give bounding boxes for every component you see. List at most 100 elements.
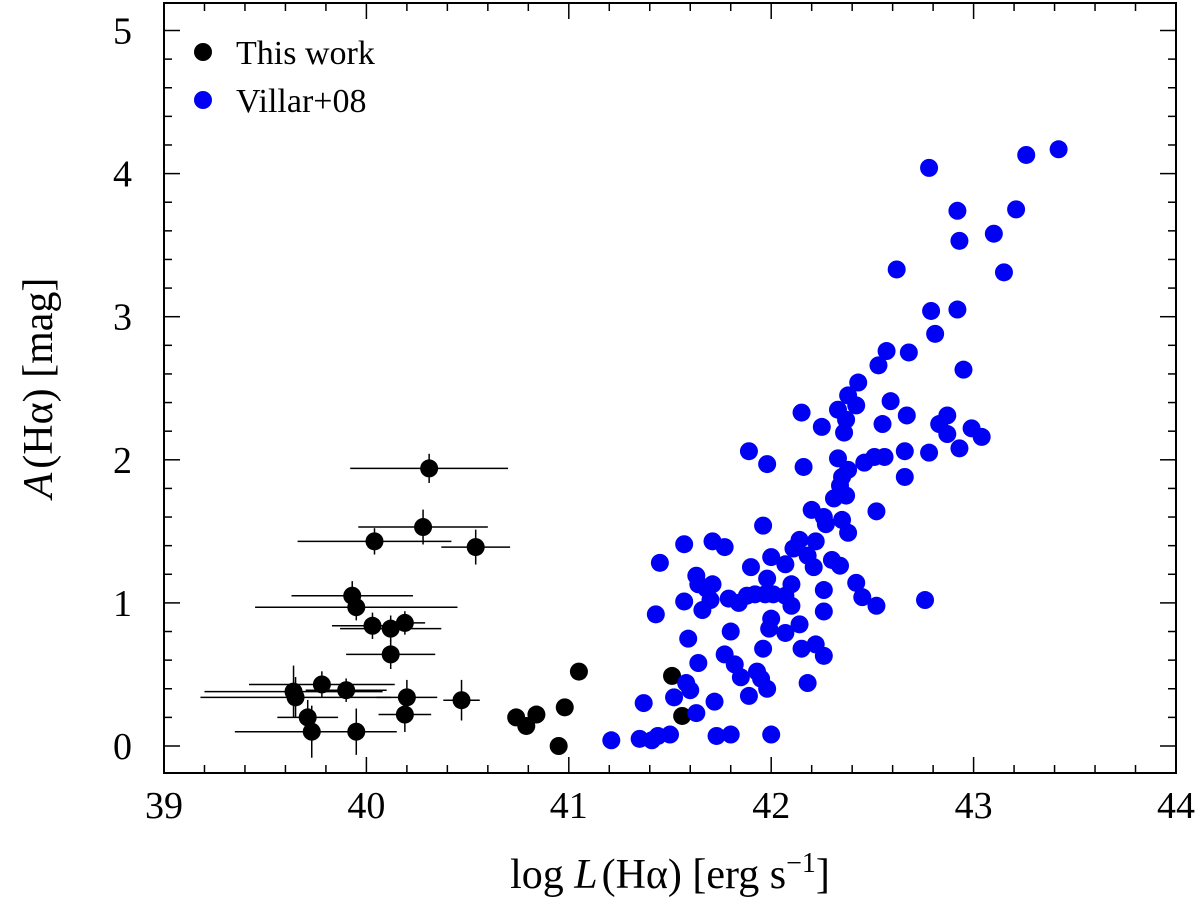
point-villar bbox=[867, 596, 886, 615]
point-villar bbox=[881, 392, 900, 411]
point-villar bbox=[926, 324, 945, 343]
point-villar bbox=[754, 639, 773, 658]
point-villar bbox=[741, 558, 760, 577]
point-villar bbox=[650, 553, 669, 572]
point-villar bbox=[806, 532, 825, 551]
point-this-work bbox=[286, 688, 305, 707]
point-villar bbox=[707, 726, 726, 745]
point-villar bbox=[875, 447, 894, 466]
point-villar bbox=[782, 596, 801, 615]
point-villar bbox=[681, 681, 700, 700]
point-villar bbox=[693, 601, 712, 620]
point-villar bbox=[835, 423, 854, 442]
point-villar bbox=[758, 679, 777, 698]
point-this-work bbox=[381, 619, 400, 638]
point-this-work bbox=[555, 698, 574, 717]
point-this-work bbox=[347, 722, 366, 741]
point-villar bbox=[916, 591, 935, 610]
point-this-work bbox=[397, 688, 416, 707]
legend-label-this-work: This work bbox=[236, 35, 375, 72]
point-villar bbox=[790, 615, 809, 634]
point-villar bbox=[895, 442, 914, 461]
point-this-work bbox=[365, 532, 384, 551]
point-villar bbox=[646, 605, 665, 624]
point-villar bbox=[719, 589, 738, 608]
point-this-work bbox=[395, 705, 414, 724]
point-villar bbox=[776, 555, 795, 574]
legend-marker-this-work bbox=[194, 43, 212, 61]
y-tick-label: 2 bbox=[113, 440, 132, 482]
point-villar bbox=[804, 558, 823, 577]
y-tick-label: 5 bbox=[113, 11, 132, 53]
point-villar bbox=[679, 629, 698, 648]
point-villar bbox=[762, 725, 781, 744]
point-this-work bbox=[673, 706, 692, 725]
point-this-work bbox=[363, 616, 382, 635]
y-tick-label: 0 bbox=[113, 726, 132, 768]
legend: This work Villar+08 bbox=[194, 35, 375, 120]
point-villar bbox=[869, 356, 888, 375]
point-this-work bbox=[527, 705, 546, 724]
point-villar bbox=[1049, 140, 1068, 159]
legend-label-villar: Villar+08 bbox=[236, 83, 366, 120]
point-villar bbox=[758, 569, 777, 588]
axis-ticks bbox=[163, 3, 1177, 773]
point-villar bbox=[855, 453, 874, 472]
point-this-work bbox=[549, 737, 568, 755]
point-villar bbox=[792, 403, 811, 422]
point-villar bbox=[739, 442, 758, 461]
y-tick-label: 1 bbox=[113, 583, 132, 625]
point-villar bbox=[950, 231, 969, 250]
point-this-work bbox=[302, 722, 321, 741]
point-villar bbox=[792, 639, 811, 658]
point-villar bbox=[877, 342, 896, 361]
point-this-work bbox=[569, 662, 588, 681]
point-villar bbox=[867, 502, 886, 521]
point-villar bbox=[839, 523, 858, 542]
point-villar bbox=[1017, 145, 1036, 164]
point-villar bbox=[675, 592, 694, 611]
point-villar bbox=[972, 427, 991, 446]
point-villar bbox=[737, 586, 756, 605]
point-villar bbox=[758, 455, 777, 474]
x-tick-label: 42 bbox=[752, 785, 790, 827]
x-tick-label: 43 bbox=[955, 785, 993, 827]
point-villar bbox=[731, 668, 750, 687]
point-villar bbox=[853, 588, 872, 607]
point-villar bbox=[798, 674, 817, 693]
plot-frame bbox=[163, 2, 1177, 774]
x-tick-label: 39 bbox=[145, 785, 183, 827]
point-this-work bbox=[452, 691, 471, 710]
x-axis-label: log L(Hα) [erg s−1] bbox=[510, 848, 830, 898]
point-this-work bbox=[663, 666, 682, 685]
y-tick-label: 3 bbox=[113, 297, 132, 339]
point-villar bbox=[762, 548, 781, 567]
point-villar bbox=[776, 623, 795, 642]
point-villar bbox=[689, 654, 708, 673]
point-villar bbox=[994, 263, 1013, 282]
point-villar bbox=[715, 538, 734, 557]
point-villar bbox=[895, 467, 914, 486]
point-villar bbox=[954, 360, 973, 379]
point-villar bbox=[705, 692, 724, 711]
point-villar bbox=[812, 417, 831, 436]
point-this-work bbox=[395, 613, 414, 632]
point-villar bbox=[948, 300, 967, 319]
point-villar bbox=[721, 622, 740, 641]
point-villar bbox=[1007, 200, 1026, 219]
legend-marker-villar bbox=[194, 91, 212, 109]
point-villar bbox=[824, 489, 843, 508]
point-this-work bbox=[466, 538, 485, 557]
point-villar bbox=[920, 158, 939, 177]
point-villar bbox=[602, 731, 621, 750]
y-axis-label: A(Hα) [mag] bbox=[16, 278, 62, 502]
point-this-work bbox=[347, 598, 366, 617]
x-tick-label: 44 bbox=[1157, 785, 1195, 827]
point-villar bbox=[661, 725, 679, 744]
point-villar bbox=[922, 301, 941, 320]
x-tick-label: 41 bbox=[550, 785, 588, 827]
point-villar bbox=[760, 619, 779, 638]
point-villar bbox=[756, 585, 775, 604]
point-villar bbox=[847, 573, 866, 592]
point-this-work bbox=[298, 708, 317, 727]
